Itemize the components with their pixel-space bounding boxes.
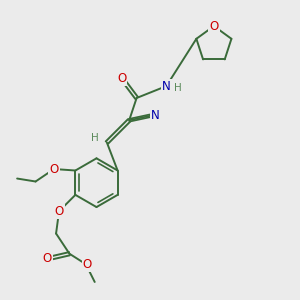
Text: O: O [83,258,92,271]
Text: O: O [43,252,52,265]
Text: H: H [174,82,182,93]
Text: O: O [54,205,64,218]
Text: O: O [117,72,126,85]
Text: O: O [50,163,58,176]
Text: N: N [162,80,171,93]
Text: O: O [209,20,218,33]
Text: N: N [151,109,160,122]
Text: H: H [91,133,98,143]
